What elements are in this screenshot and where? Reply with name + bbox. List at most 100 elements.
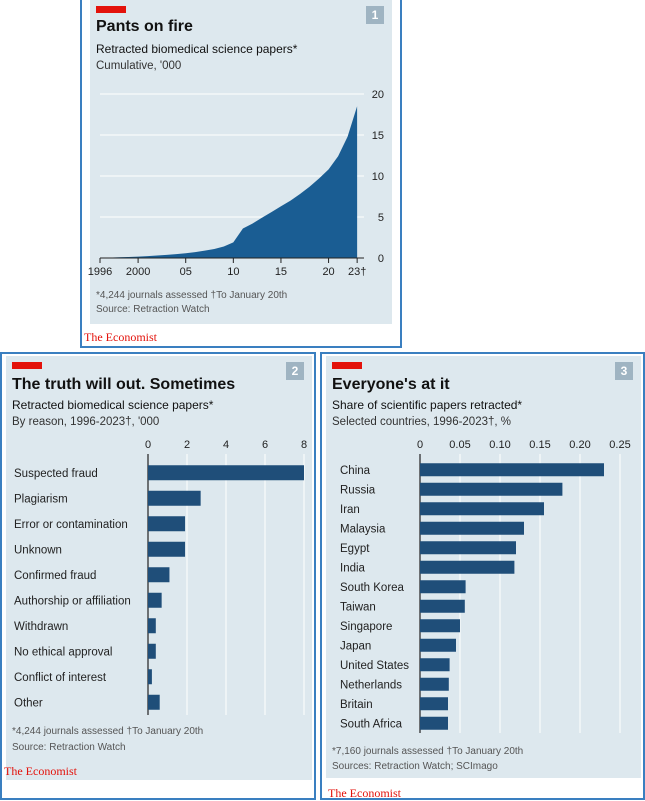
category-label: Taiwan: [340, 601, 376, 613]
bar: [148, 618, 156, 634]
chart-card-1: 1 Pants on fire Retracted biomedical sci…: [88, 0, 392, 324]
category-label: Unknown: [14, 544, 62, 556]
category-label: Conflict of interest: [14, 672, 107, 684]
chart-source: Sources: Retraction Watch; SCImago: [332, 761, 498, 772]
chart-title: Pants on fire: [96, 18, 193, 35]
x-tick-label: 15: [275, 266, 287, 278]
category-label: No ethical approval: [14, 646, 112, 658]
chart-footnote: *7,160 journals assessed †To January 20t…: [332, 746, 524, 757]
x-tick-label: 0.25: [609, 439, 630, 451]
horizontal-bar-chart: 0 2 4 6 8 Suspected fraud Plagiarism Error or c…: [14, 439, 307, 715]
bar: [420, 541, 516, 555]
category-label: Iran: [340, 504, 360, 516]
category-label: Other: [14, 697, 43, 709]
bar: [420, 716, 448, 730]
bar: [420, 658, 450, 672]
chart-card-2: 2 The truth will out. Sometimes Retracte…: [6, 356, 312, 780]
category-label: Plagiarism: [14, 493, 68, 505]
bar: [420, 638, 456, 652]
chart-title: Everyone's at it: [332, 376, 450, 393]
category-label: China: [340, 465, 371, 477]
chart-footnote: *4,244 journals assessed †To January 20t…: [96, 290, 288, 301]
category-label: Suspected fraud: [14, 468, 98, 480]
economist-logo-text: The Economist: [84, 330, 157, 344]
category-label: South Africa: [340, 718, 403, 730]
x-tick-label: 2000: [126, 266, 150, 278]
bar: [420, 697, 448, 711]
chart-panel-2: 2 The truth will out. Sometimes Retracte…: [0, 352, 316, 800]
x-tick-label: 0.05: [449, 439, 470, 451]
red-accent-bar: [12, 362, 42, 369]
chart-card-3: 3 Everyone's at it Share of scientific p…: [326, 356, 641, 778]
bar: [148, 516, 186, 532]
economist-logo-text: The Economist: [328, 786, 401, 800]
bar: [420, 580, 466, 594]
x-tick-label: 0: [145, 439, 151, 451]
category-label: Error or contamination: [14, 519, 128, 531]
category-label: Withdrawn: [14, 621, 68, 633]
category-label: Britain: [340, 699, 373, 711]
chart-source: Source: Retraction Watch: [96, 304, 210, 315]
category-label: Singapore: [340, 621, 392, 633]
chart-subtitle: Share of scientific papers retracted*: [332, 398, 523, 412]
bar: [148, 643, 156, 659]
bar: [420, 599, 465, 613]
bar: [420, 463, 604, 477]
x-tick-label: 8: [301, 439, 307, 451]
x-tick-label: 23†: [348, 266, 366, 278]
bar: [148, 592, 162, 608]
chart-number-badge: 1: [366, 6, 384, 24]
bar: [148, 465, 304, 481]
chart-subtitle: Retracted biomedical science papers*: [96, 42, 298, 56]
y-tick-label: 5: [378, 212, 384, 224]
x-tick-label: 0.15: [529, 439, 550, 451]
category-label: Authorship or affiliation: [14, 595, 131, 607]
category-label: United States: [340, 660, 409, 672]
y-tick-label: 0: [378, 253, 384, 265]
chart-title: The truth will out. Sometimes: [12, 376, 236, 393]
x-tick-label: 20: [322, 266, 334, 278]
bar: [420, 677, 449, 691]
y-tick-label: 15: [372, 130, 384, 142]
red-accent-bar: [96, 6, 126, 13]
category-label: India: [340, 562, 366, 574]
chart-subtitle-units: Selected countries, 1996-2023†, %: [332, 416, 512, 428]
chart-panel-3: 3 Everyone's at it Share of scientific p…: [320, 352, 645, 800]
chart-panel-1: 1 Pants on fire Retracted biomedical sci…: [80, 0, 402, 348]
area-series: [100, 106, 358, 258]
chart-number-badge: 3: [615, 362, 633, 380]
category-label: Netherlands: [340, 679, 402, 691]
bar: [420, 502, 544, 516]
category-label: South Korea: [340, 582, 405, 594]
chart-subtitle-units: By reason, 1996-2023†, '000: [12, 416, 160, 428]
x-tick-label: 0.10: [489, 439, 510, 451]
chart-subtitle: Retracted biomedical science papers*: [12, 398, 214, 412]
category-label: Egypt: [340, 543, 370, 555]
x-tick-label: 6: [262, 439, 268, 451]
economist-logo-text: The Economist: [4, 764, 77, 778]
category-label: Japan: [340, 640, 371, 652]
chart-footnote: *4,244 journals assessed †To January 20t…: [12, 726, 204, 737]
x-tick-label: 1996: [88, 266, 112, 278]
category-label: Malaysia: [340, 523, 386, 535]
x-tick-label: 4: [223, 439, 229, 451]
x-tick-label: 10: [227, 266, 239, 278]
chart-subtitle-units: Cumulative, '000: [96, 60, 182, 72]
category-label: Russia: [340, 484, 376, 496]
y-tick-label: 10: [372, 171, 384, 183]
bar: [420, 560, 515, 574]
bar: [420, 521, 524, 535]
bar: [148, 541, 186, 557]
x-tick-label: 0.20: [569, 439, 590, 451]
red-accent-bar: [332, 362, 362, 369]
bar: [148, 567, 170, 583]
x-tick-label: 0: [417, 439, 423, 451]
y-tick-label: 20: [372, 89, 384, 101]
chart-source: Source: Retraction Watch: [12, 742, 126, 753]
bar: [420, 482, 563, 496]
bar: [148, 694, 160, 710]
bar: [420, 619, 460, 633]
bar: [148, 490, 201, 506]
bar: [148, 669, 152, 685]
category-label: Confirmed fraud: [14, 570, 96, 582]
